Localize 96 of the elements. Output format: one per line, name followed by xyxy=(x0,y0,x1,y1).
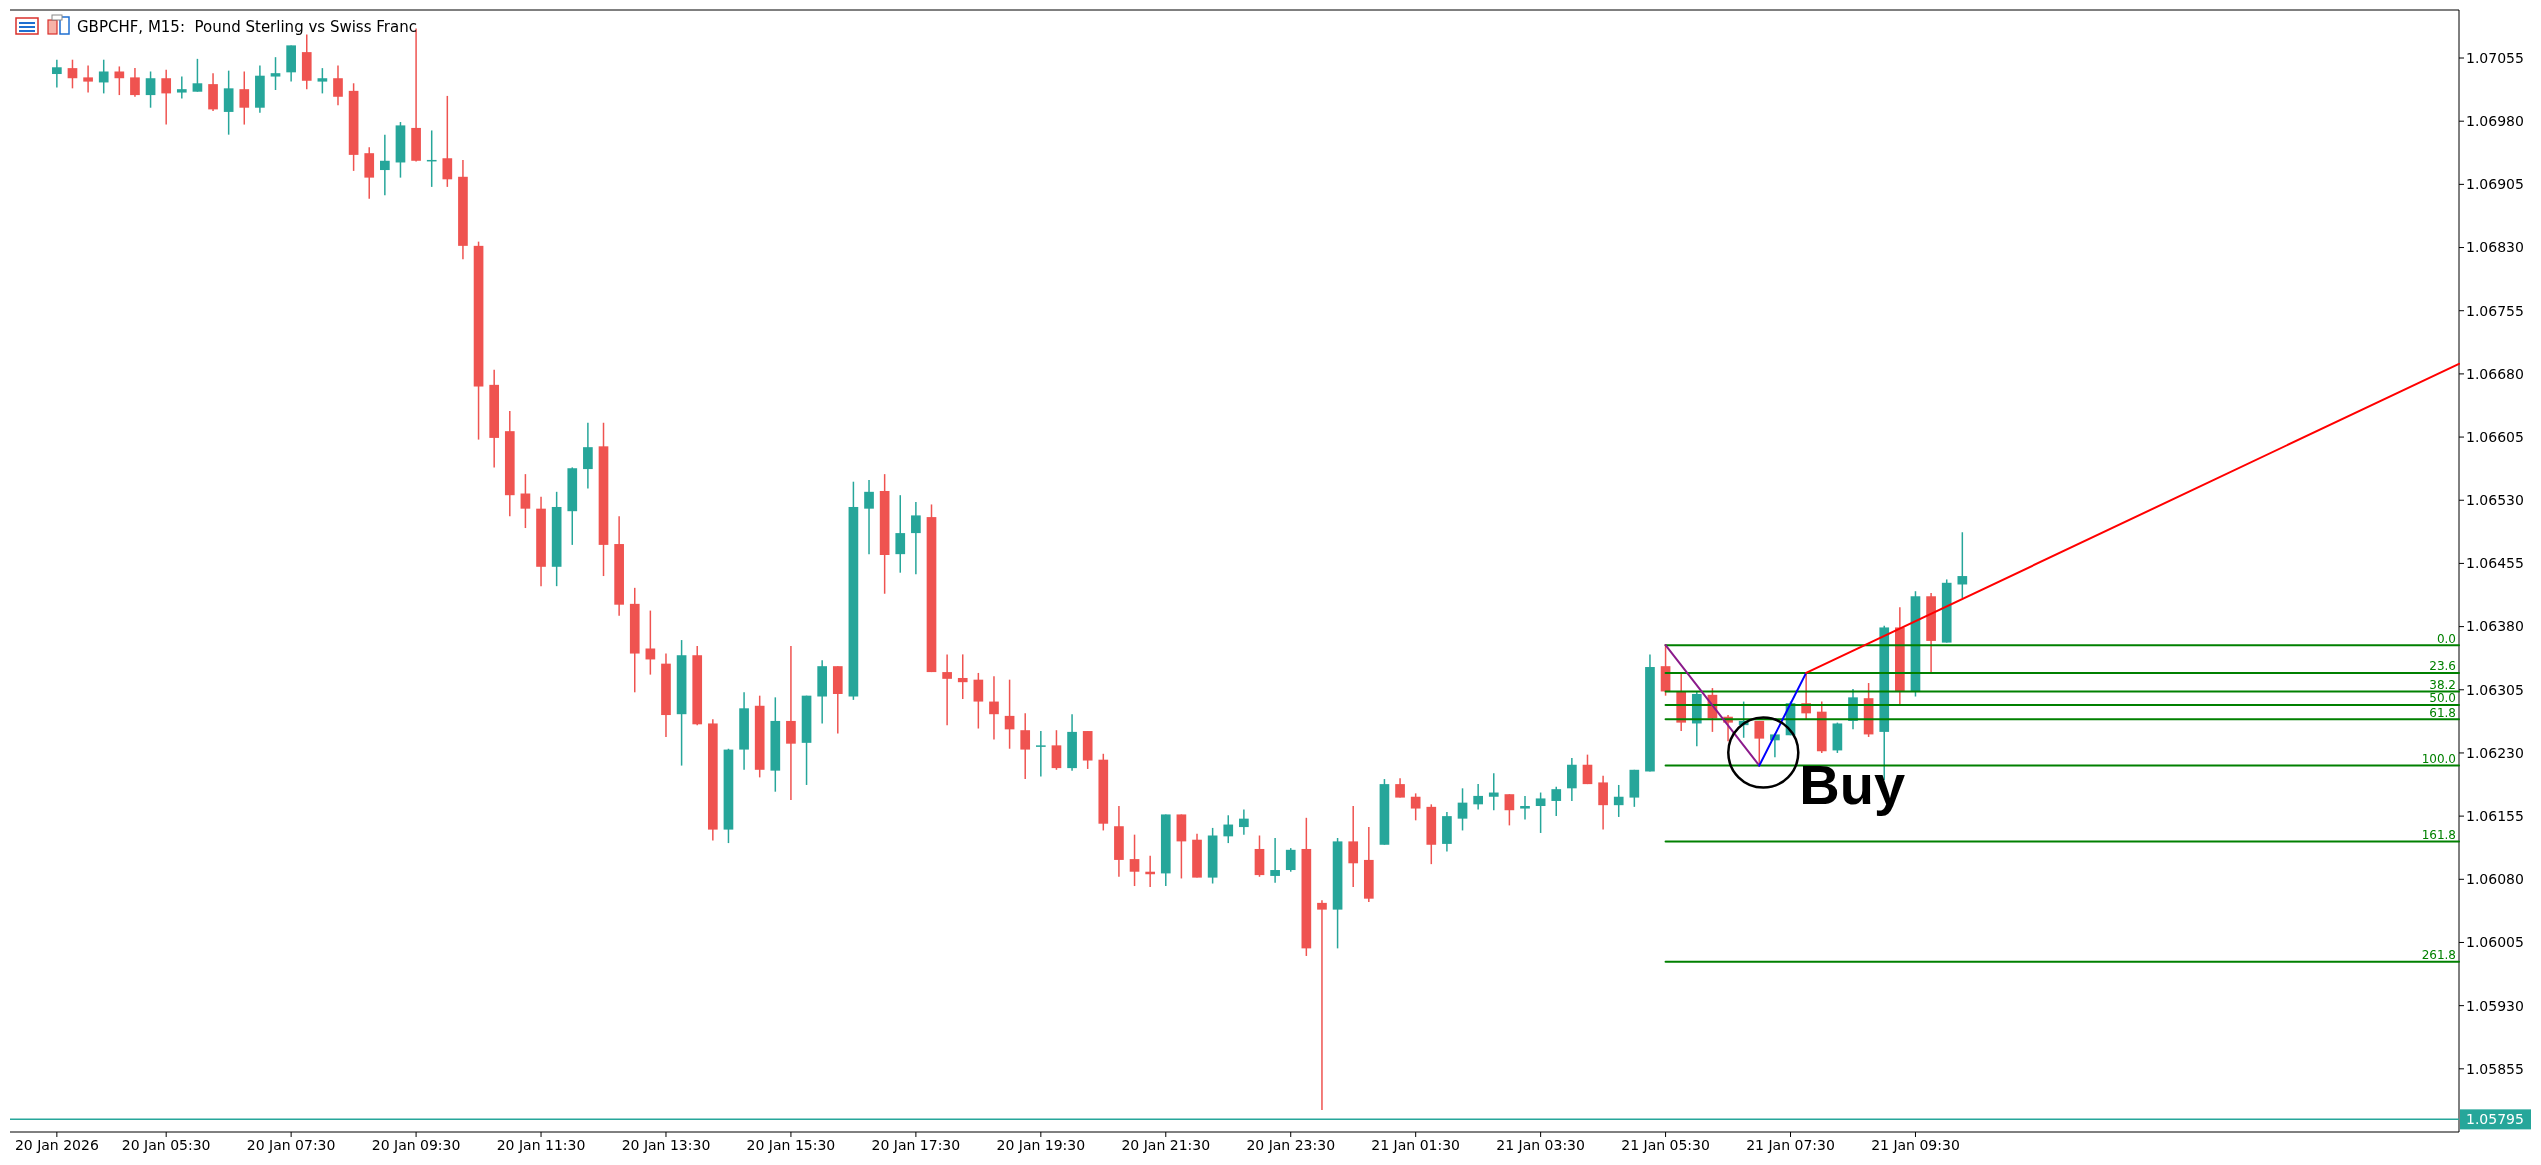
series-label: 0.0 xyxy=(2436,631,2456,646)
candlestick xyxy=(1567,757,1577,802)
y-tick-label: 1.06155 xyxy=(2466,808,2524,825)
candlestick xyxy=(442,95,453,188)
y-tick-label: 1.06830 xyxy=(2466,239,2524,256)
y-tick-label: 1.06905 xyxy=(2466,176,2524,193)
y-tick-label: 1.06080 xyxy=(2466,871,2524,888)
candlestick xyxy=(270,56,281,91)
y-tick-label: 1.06455 xyxy=(2466,555,2524,572)
candlestick xyxy=(223,69,234,136)
candlestick xyxy=(1020,712,1031,780)
candlestick xyxy=(1957,531,1968,599)
candlestick xyxy=(1598,774,1608,831)
x-tick-label: 20 Jan 17:30 xyxy=(871,1137,961,1153)
candlestick xyxy=(380,133,390,197)
y-tick-label: 1.05855 xyxy=(2466,1060,2524,1077)
candlestick xyxy=(1410,792,1421,822)
candlestick xyxy=(176,75,187,100)
y-tick-label: 1.06530 xyxy=(2466,492,2524,509)
series-label: 161.8 xyxy=(2421,827,2456,842)
candlestick xyxy=(317,67,328,95)
series-label: 38.2 xyxy=(2429,677,2456,692)
x-tick-label: 20 Jan 23:30 xyxy=(1246,1137,1336,1153)
text: GBPCHF, M15: Pound Sterling vs Swiss Franc xyxy=(77,18,417,36)
x-tick-label: 20 Jan 11:30 xyxy=(496,1137,586,1153)
candlestick xyxy=(1223,814,1234,844)
candlestick xyxy=(1504,793,1515,827)
candlestick xyxy=(1285,847,1296,873)
candlestick xyxy=(520,473,531,529)
candlestick xyxy=(98,58,109,95)
candlestick xyxy=(895,494,906,574)
y-tick-label: 1.06005 xyxy=(2466,934,2524,951)
candlestick xyxy=(114,65,125,96)
y-tick-label: 1.06980 xyxy=(2466,113,2524,130)
y-tick-label: 1.06605 xyxy=(2466,428,2524,445)
candlestick xyxy=(161,69,172,126)
series-label: 100.0 xyxy=(2421,752,2456,767)
candlestick xyxy=(1488,772,1499,811)
candlestick xyxy=(583,422,593,490)
candlestick xyxy=(1270,837,1280,884)
candlestick xyxy=(1535,791,1546,834)
x-tick-label: 20 Jan 09:30 xyxy=(371,1137,461,1153)
x-tick-label: 20 Jan 05:30 xyxy=(121,1137,211,1153)
annotation: Buy xyxy=(1799,752,1906,816)
x-tick-label: 20 Jan 21:30 xyxy=(1121,1137,1211,1153)
x-tick-label: 20 Jan 19:30 xyxy=(996,1137,1086,1153)
candlestick xyxy=(1395,777,1405,799)
x-tick-label: 21 Jan 07:30 xyxy=(1746,1137,1835,1153)
candlestick xyxy=(973,672,984,730)
series-label: 261.8 xyxy=(2421,948,2456,963)
candlestick xyxy=(1035,730,1046,778)
candlestick xyxy=(864,479,874,555)
candlestick xyxy=(1551,785,1562,817)
y-tick-label: 1.06305 xyxy=(2466,681,2524,698)
candlestick xyxy=(645,609,656,676)
candlestick xyxy=(130,67,140,98)
candlestick xyxy=(989,675,999,741)
candlestick xyxy=(239,70,250,126)
candlestick xyxy=(1582,753,1593,785)
x-tick-label: 21 Jan 03:30 xyxy=(1496,1137,1585,1153)
candlestick xyxy=(145,70,156,109)
y-tick-label: 1.06680 xyxy=(2466,365,2524,382)
candlestick xyxy=(67,58,78,90)
candlestick xyxy=(52,58,62,89)
x-tick-label: 21 Jan 09:30 xyxy=(1871,1137,1960,1153)
candlestick xyxy=(1129,833,1140,887)
candlestick xyxy=(1348,805,1359,888)
series-label: 23.6 xyxy=(2429,659,2456,674)
candlestick xyxy=(1473,783,1483,811)
candlestick xyxy=(333,64,343,106)
x-tick-label: 20 Jan 07:30 xyxy=(246,1137,336,1153)
y-tick-label: 1.06230 xyxy=(2466,744,2524,761)
x-tick-label: 20 Jan 2026 xyxy=(14,1137,99,1153)
candlestick xyxy=(1457,787,1468,832)
x-tick-label: 20 Jan 15:30 xyxy=(746,1137,836,1153)
candlestick xyxy=(1520,795,1530,821)
y-tick-label: 1.07055 xyxy=(2466,49,2524,66)
candlestick xyxy=(83,64,93,94)
candlestick xyxy=(911,501,921,576)
series-label: 61.8 xyxy=(2429,705,2456,720)
x-tick-label: 21 Jan 05:30 xyxy=(1621,1137,1710,1153)
candlestick xyxy=(957,653,968,700)
y-tick-label: 1.06380 xyxy=(2466,618,2524,635)
ref-line-label: 1.05795 xyxy=(2466,1111,2524,1128)
y-tick-label: 1.05930 xyxy=(2466,997,2524,1014)
series-label: 50.0 xyxy=(2429,691,2456,706)
candlestick xyxy=(1051,729,1062,771)
x-tick-label: 21 Jan 01:30 xyxy=(1371,1137,1460,1153)
candlestick xyxy=(786,645,796,801)
candlestick xyxy=(942,653,952,726)
x-tick-label: 20 Jan 13:30 xyxy=(621,1137,711,1153)
candlestick xyxy=(1239,808,1249,836)
y-tick-label: 1.06755 xyxy=(2466,302,2524,319)
candlestick xyxy=(192,58,203,93)
candlestick xyxy=(1317,899,1327,1111)
candlestick xyxy=(1613,784,1624,818)
